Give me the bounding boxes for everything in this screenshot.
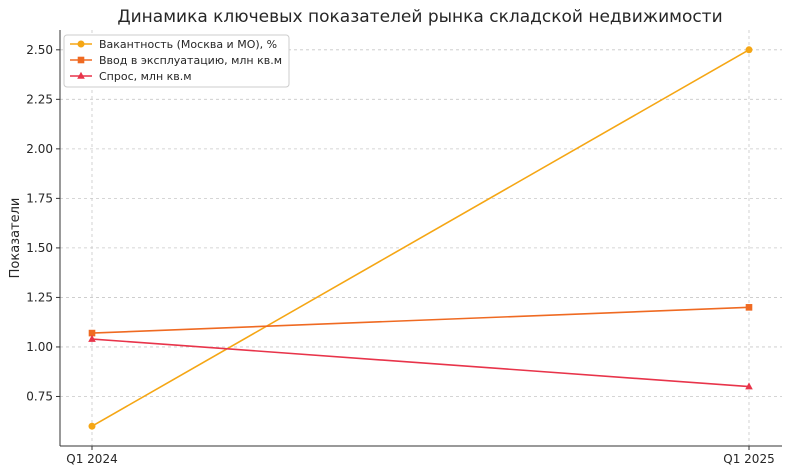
legend: Вакантность (Москва и МО), % Ввод в экспл… bbox=[63, 34, 290, 88]
legend-swatch-marker bbox=[77, 71, 85, 79]
legend-label: Ввод в эксплуатацию, млн кв.м bbox=[99, 54, 282, 67]
x-tick-label: Q1 2025 bbox=[723, 452, 774, 466]
x-tick-label: Q1 2024 bbox=[66, 452, 117, 466]
legend-label: Вакантность (Москва и МО), % bbox=[99, 38, 277, 51]
y-axis-label: Показатели bbox=[8, 198, 23, 279]
y-tick-label: 1.25 bbox=[26, 290, 53, 304]
y-tick-label: 1.50 bbox=[26, 241, 53, 255]
y-tick-label: 0.75 bbox=[26, 389, 53, 403]
legend-swatch-marker bbox=[77, 40, 85, 48]
legend-swatch-marker bbox=[77, 56, 85, 64]
series-3 bbox=[88, 334, 753, 390]
legend-item: Ввод в эксплуатацию, млн кв.м bbox=[70, 54, 282, 67]
y-tick-label: 2.50 bbox=[26, 43, 53, 57]
series-1 bbox=[88, 46, 753, 430]
y-tick-label: 2.25 bbox=[26, 92, 53, 106]
series-line bbox=[91, 306, 750, 334]
data-point bbox=[88, 422, 96, 430]
y-tick-label: 1.00 bbox=[26, 340, 53, 354]
data-point bbox=[88, 329, 96, 337]
legend-item: Вакантность (Москва и МО), % bbox=[70, 38, 277, 51]
grid bbox=[60, 30, 782, 446]
y-tick-label: 1.75 bbox=[26, 191, 53, 205]
data-point bbox=[745, 304, 753, 311]
data-point bbox=[88, 334, 96, 342]
data-point bbox=[745, 46, 753, 54]
chart-title: Динамика ключевых показателей рынка скла… bbox=[117, 7, 722, 27]
y-tick-label: 2.00 bbox=[26, 142, 53, 156]
series-line bbox=[91, 49, 750, 427]
y-ticks: 0.75 1.00 1.25 1.50 1.75 2.00 2.25 2.50 bbox=[26, 43, 60, 403]
data-point bbox=[745, 382, 753, 390]
legend-box bbox=[63, 34, 290, 88]
series-2 bbox=[88, 304, 753, 337]
legend-item: Спрос, млн кв.м bbox=[70, 70, 192, 83]
series bbox=[88, 46, 753, 430]
x-ticks: Q1 2024 Q1 2025 bbox=[66, 446, 775, 466]
series-line bbox=[91, 338, 750, 388]
legend-label: Спрос, млн кв.м bbox=[99, 70, 192, 83]
